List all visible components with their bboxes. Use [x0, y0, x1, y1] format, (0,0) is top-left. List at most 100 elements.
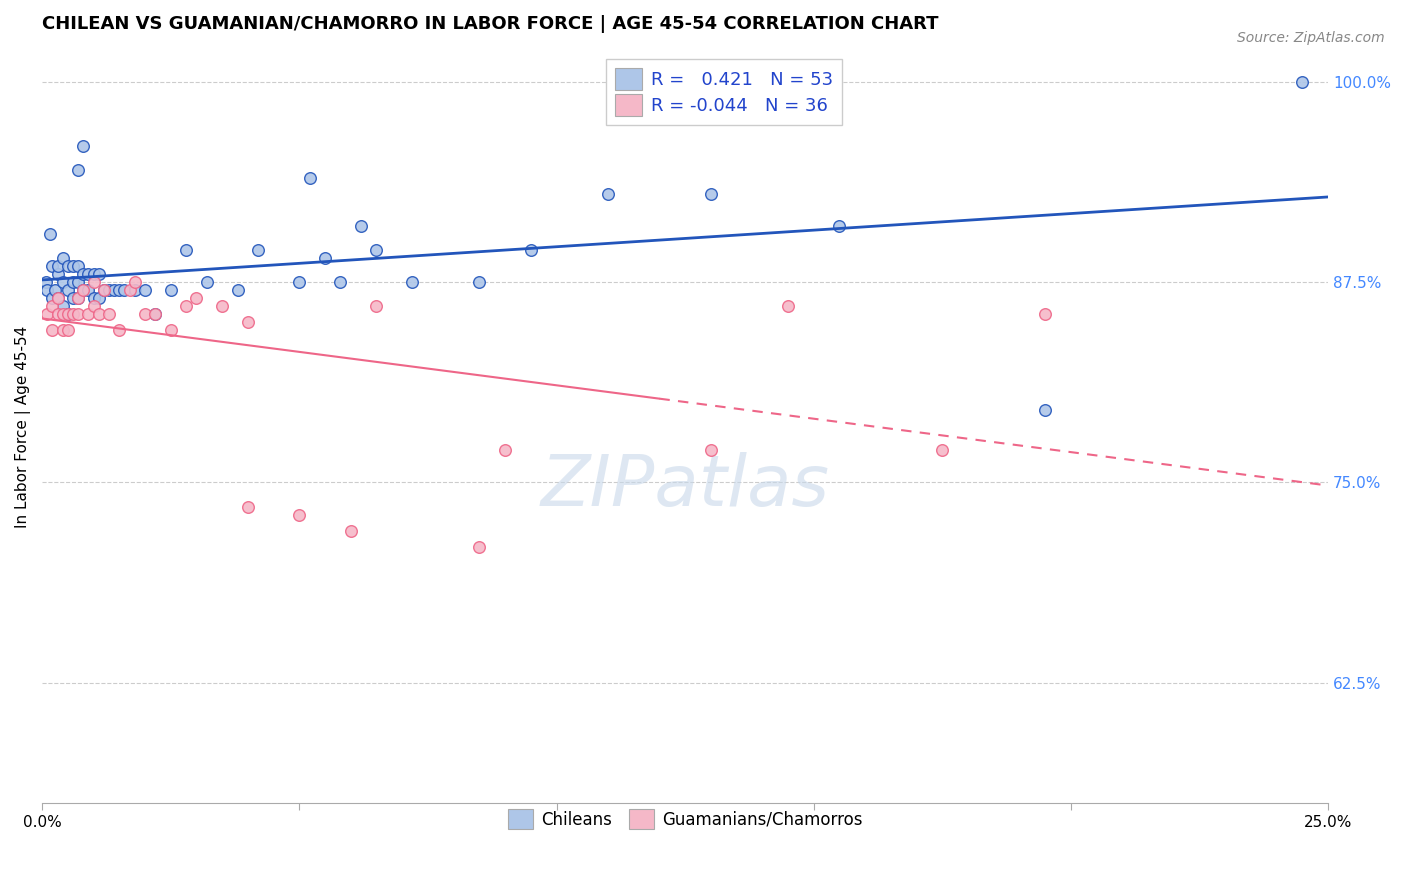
Point [93, 283, 115, 297]
Point [143, 307, 166, 321]
Point [46, 259, 69, 273]
Point [776, 299, 799, 313]
Point [52, 299, 75, 313]
Point [98, 283, 121, 297]
Point [87, 291, 110, 305]
Point [87, 267, 110, 281]
Point [46, 291, 69, 305]
Point [35, 275, 58, 289]
Point [124, 283, 146, 297]
Point [1033, 403, 1056, 417]
Point [67, 291, 90, 305]
Point [52, 275, 75, 289]
Point [56, 283, 79, 297]
Point [112, 283, 135, 297]
Point [62, 307, 84, 321]
Point [52, 307, 75, 321]
Point [350, 219, 373, 233]
Point [288, 275, 311, 289]
Point [1033, 307, 1056, 321]
Point [67, 163, 90, 178]
Text: CHILEAN VS GUAMANIAN/CHAMORRO IN LABOR FORCE | AGE 45-54 CORRELATION CHART: CHILEAN VS GUAMANIAN/CHAMORRO IN LABOR F… [42, 15, 939, 33]
Point [108, 283, 131, 297]
Point [46, 291, 69, 305]
Point [72, 267, 94, 281]
Point [468, 540, 491, 554]
Point [366, 243, 388, 257]
Point [401, 275, 423, 289]
Legend: Chileans, Guamanians/Chamorros: Chileans, Guamanians/Chamorros [501, 803, 869, 836]
Point [236, 315, 259, 329]
Point [62, 275, 84, 289]
Point [56, 307, 79, 321]
Point [700, 443, 723, 458]
Point [83, 275, 105, 289]
Point [298, 171, 321, 186]
Point [103, 283, 125, 297]
Point [77, 283, 100, 297]
Point [56, 307, 79, 321]
Point [62, 259, 84, 273]
Point [52, 323, 75, 337]
Point [38, 227, 60, 241]
Text: Source: ZipAtlas.com: Source: ZipAtlas.com [1237, 31, 1385, 45]
Point [83, 267, 105, 281]
Point [77, 267, 100, 281]
Point [596, 187, 619, 202]
Point [186, 291, 208, 305]
Point [174, 243, 197, 257]
Point [288, 508, 311, 522]
Point [828, 219, 851, 233]
Point [159, 283, 181, 297]
Point [98, 307, 121, 321]
Point [41, 291, 63, 305]
Point [226, 283, 249, 297]
Point [44, 283, 66, 297]
Point [46, 267, 69, 281]
Point [37, 283, 59, 297]
Point [56, 259, 79, 273]
Point [41, 259, 63, 273]
Point [931, 443, 953, 458]
Point [366, 299, 388, 313]
Point [174, 299, 197, 313]
Point [134, 307, 156, 321]
Point [52, 251, 75, 265]
Point [93, 283, 115, 297]
Point [83, 291, 105, 305]
Point [46, 307, 69, 321]
Point [41, 299, 63, 313]
Point [339, 524, 361, 538]
Point [247, 243, 270, 257]
Point [62, 291, 84, 305]
Point [124, 275, 146, 289]
Point [143, 307, 166, 321]
Point [159, 323, 181, 337]
Point [494, 443, 516, 458]
Point [108, 323, 131, 337]
Point [700, 187, 723, 202]
Point [118, 283, 141, 297]
Point [314, 251, 336, 265]
Point [67, 259, 90, 273]
Point [468, 275, 491, 289]
Text: ZIPatlas: ZIPatlas [541, 452, 830, 521]
Point [134, 283, 156, 297]
Point [72, 283, 94, 297]
Point [1291, 75, 1313, 89]
Point [520, 243, 543, 257]
Point [83, 299, 105, 313]
Point [211, 299, 233, 313]
Y-axis label: In Labor Force | Age 45-54: In Labor Force | Age 45-54 [15, 326, 31, 527]
Point [87, 307, 110, 321]
Point [67, 275, 90, 289]
Point [72, 139, 94, 153]
Point [72, 283, 94, 297]
Point [195, 275, 218, 289]
Point [37, 307, 59, 321]
Point [67, 307, 90, 321]
Point [329, 275, 352, 289]
Point [41, 323, 63, 337]
Point [77, 307, 100, 321]
Point [56, 323, 79, 337]
